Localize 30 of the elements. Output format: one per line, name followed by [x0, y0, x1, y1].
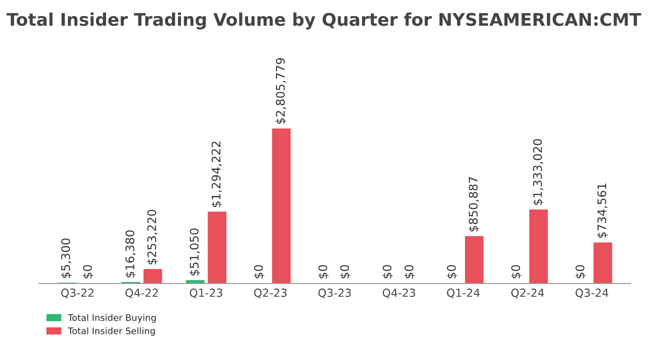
data-label: $0: [404, 265, 415, 278]
data-label: $1,333,020: [532, 139, 544, 205]
data-label: $0: [446, 265, 458, 278]
data-label: $0: [318, 265, 329, 278]
data-label: $2,805,779: [276, 58, 286, 124]
data-label: $0: [510, 265, 522, 278]
x-tick-label: Q2-23: [254, 288, 287, 298]
x-tick-label: Q1-23: [190, 288, 222, 298]
data-label: $0: [575, 265, 586, 278]
x-tick-label: Q3-22: [61, 288, 94, 298]
legend-label: Total Insider Selling: [68, 327, 155, 336]
data-label: $253,220: [147, 210, 158, 264]
data-label: $0: [340, 265, 351, 278]
data-label: $5,300: [60, 238, 72, 278]
data-label: $850,887: [468, 177, 480, 232]
chart-title: Total Insider Trading Volume by Quarter for NYSEAMERICAN:CMT: [6, 12, 642, 30]
data-label: $16,380: [125, 230, 136, 278]
legend-label: Total Insider Buying: [68, 314, 156, 323]
x-tick-label: Q3-23: [318, 288, 351, 298]
x-tick-label: Q4-23: [382, 288, 416, 298]
data-label: $734,561: [597, 184, 608, 238]
data-label: $0: [82, 265, 94, 278]
x-tick-label: Q2-24: [511, 288, 544, 298]
x-tick-label: Q4-22: [126, 288, 158, 298]
x-tick-label: Q3-24: [576, 288, 608, 298]
data-label: $51,050: [190, 228, 200, 276]
data-label: $0: [382, 265, 394, 278]
data-label: $1,294,222: [211, 142, 222, 208]
data-label: $0: [254, 265, 265, 278]
x-tick-label: Q1-24: [446, 288, 480, 298]
